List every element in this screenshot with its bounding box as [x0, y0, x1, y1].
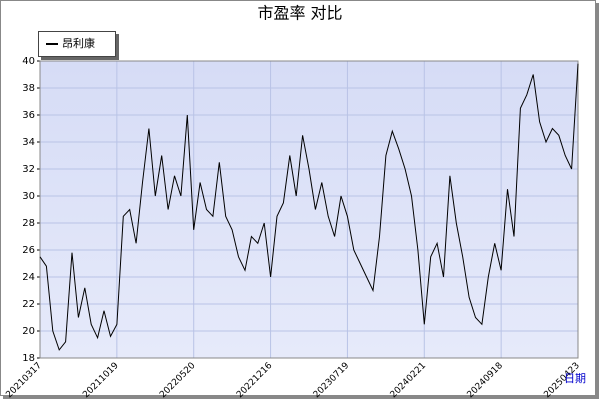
y-tick-label: 34: [22, 137, 35, 148]
y-tick-label: 38: [22, 83, 35, 94]
legend: [38, 31, 116, 57]
y-tick-label: 36: [22, 110, 35, 121]
y-tick-label: 24: [22, 272, 35, 283]
data-line: [39, 63, 579, 351]
legend-label: 昂利康: [62, 36, 95, 50]
y-tick-label: 32: [22, 164, 35, 175]
y-tick-label: 22: [22, 299, 35, 310]
chart-title: 市盈率 对比: [257, 4, 342, 23]
y-tick-label: 28: [22, 218, 35, 229]
plot-area: [40, 61, 578, 358]
y-tick-label: 20: [22, 326, 35, 337]
y-tick-label: 18: [22, 353, 35, 364]
x-axis-label: 日期: [564, 372, 586, 385]
y-tick-label: 26: [22, 245, 35, 256]
y-tick-label: 30: [22, 191, 35, 202]
y-tick-label: 40: [22, 56, 35, 67]
axes-box: [39, 60, 579, 359]
